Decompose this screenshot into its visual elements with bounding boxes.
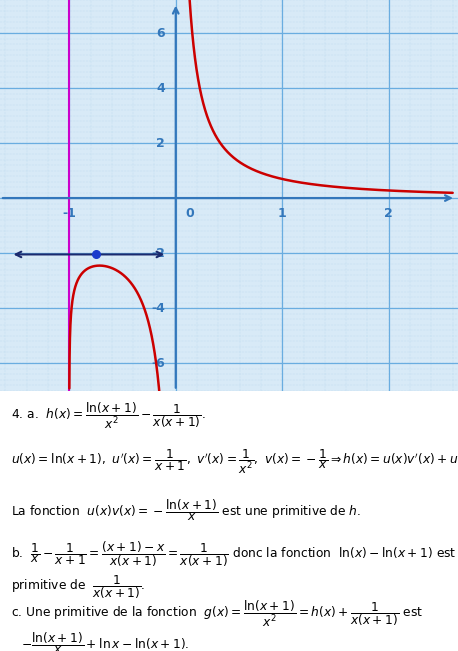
Text: 2: 2 — [384, 207, 393, 220]
Text: -6: -6 — [151, 357, 165, 370]
Text: 1: 1 — [278, 207, 287, 220]
Text: primitive de  $\dfrac{1}{x(x+1)}$.: primitive de $\dfrac{1}{x(x+1)}$. — [11, 573, 146, 601]
Text: c. Une primitive de la fonction  $g(x) = \dfrac{\ln(x+1)}{x^2} = h(x) + \dfrac{1: c. Une primitive de la fonction $g(x) = … — [11, 599, 424, 629]
Text: La fonction  $u(x)v(x) = -\dfrac{\ln(x+1)}{x}$ est une primitive de $h$.: La fonction $u(x)v(x) = -\dfrac{\ln(x+1)… — [11, 497, 362, 523]
Text: 4. a.  $h(x) = \dfrac{\ln(x+1)}{x^2} - \dfrac{1}{x(x+1)}$.: 4. a. $h(x) = \dfrac{\ln(x+1)}{x^2} - \d… — [11, 401, 206, 431]
Text: -4: -4 — [151, 301, 165, 314]
Text: 6: 6 — [157, 27, 165, 40]
Text: $u(x) = \ln(x+1),\ u'(x) = \dfrac{1}{x+1},\ v'(x) = \dfrac{1}{x^2},\ v(x) = -\df: $u(x) = \ln(x+1),\ u'(x) = \dfrac{1}{x+1… — [11, 448, 458, 476]
Text: -2: -2 — [151, 247, 165, 260]
Text: 0: 0 — [185, 207, 194, 220]
Text: -1: -1 — [62, 207, 76, 220]
Text: b.  $\dfrac{1}{x} - \dfrac{1}{x+1} = \dfrac{(x+1)-x}{x(x+1)} = \dfrac{1}{x(x+1)}: b. $\dfrac{1}{x} - \dfrac{1}{x+1} = \dfr… — [11, 539, 458, 569]
Text: 4: 4 — [156, 81, 165, 94]
Text: 2: 2 — [156, 137, 165, 150]
Text: $-\dfrac{\ln(x+1)}{x} + \ln x - \ln(x+1)$.: $-\dfrac{\ln(x+1)}{x} + \ln x - \ln(x+1)… — [21, 630, 189, 651]
